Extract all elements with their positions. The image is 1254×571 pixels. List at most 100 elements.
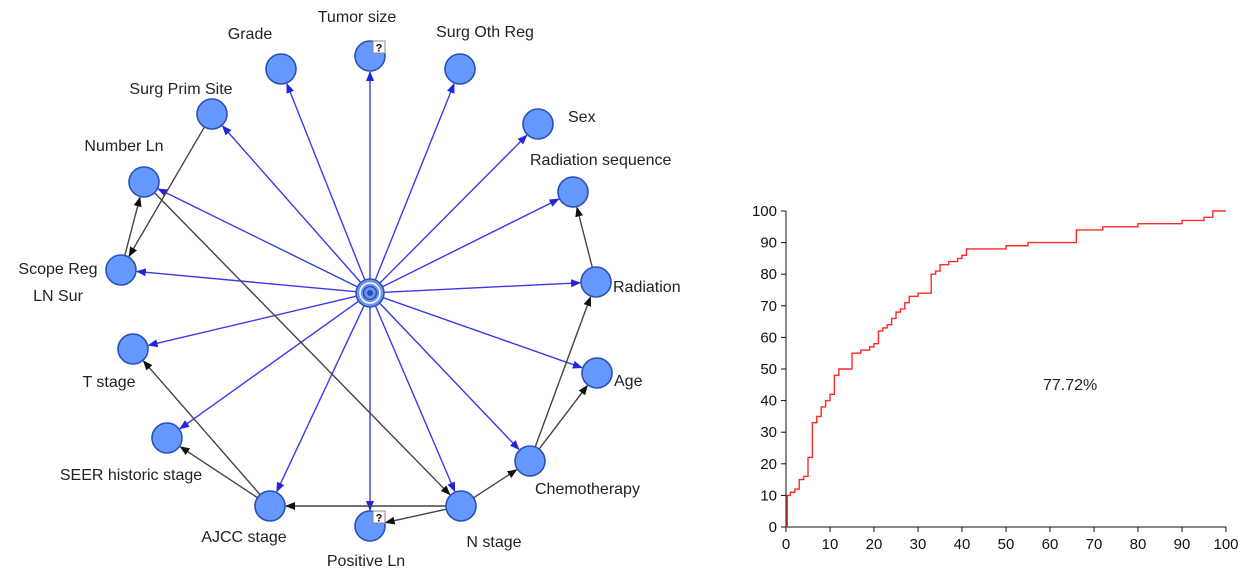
unknown-value-mark: ? bbox=[376, 513, 383, 525]
x-tick-label: 90 bbox=[1174, 536, 1191, 553]
edge-center-to-age bbox=[382, 296, 583, 369]
x-tick-label: 0 bbox=[782, 536, 790, 553]
y-tick-label: 30 bbox=[760, 424, 777, 441]
y-tick-label: 70 bbox=[760, 298, 777, 315]
node-circle[interactable] bbox=[522, 108, 554, 140]
y-tick-label: 0 bbox=[769, 519, 777, 536]
node-t-stage[interactable] bbox=[117, 333, 149, 365]
node-label-number-ln: Number Ln bbox=[84, 138, 163, 155]
edge-chemo-to-radiation bbox=[534, 296, 592, 448]
x-tick-label: 60 bbox=[1042, 536, 1059, 553]
node-circle[interactable] bbox=[254, 490, 286, 522]
node-circle[interactable] bbox=[445, 490, 477, 522]
edge-center-to-n-stage bbox=[374, 305, 456, 493]
node-label-ajcc: AJCC stage bbox=[201, 529, 286, 546]
edge-n-stage-to-chemo bbox=[473, 469, 518, 499]
unknown-value-icon: ? bbox=[372, 40, 386, 55]
node-surg-prim-site[interactable] bbox=[196, 98, 228, 130]
edge-center-to-scope-reg bbox=[135, 268, 357, 293]
node-label-tumor-size: Tumor size bbox=[318, 9, 397, 26]
node-circle[interactable] bbox=[581, 357, 613, 389]
node-label-sex: Sex bbox=[568, 109, 596, 126]
y-tick-label: 10 bbox=[760, 487, 777, 504]
x-tick-label: 80 bbox=[1130, 536, 1147, 553]
y-tick-label: 80 bbox=[760, 266, 777, 283]
edge-n-stage-to-positive-ln bbox=[384, 508, 447, 525]
y-tick-label: 90 bbox=[760, 235, 777, 252]
y-tick-label: 60 bbox=[760, 329, 777, 346]
node-circle[interactable] bbox=[580, 266, 612, 298]
node-label-radiation-sequence: Radiation sequence bbox=[530, 152, 672, 169]
node-seer[interactable] bbox=[151, 422, 183, 454]
node-label-seer: SEER historic stage bbox=[60, 467, 202, 484]
x-tick-label: 40 bbox=[954, 536, 971, 553]
x-tick-label: 30 bbox=[910, 536, 927, 553]
node-circle[interactable] bbox=[265, 53, 297, 85]
node-circle[interactable] bbox=[557, 176, 589, 208]
y-tick-label: 40 bbox=[760, 393, 777, 410]
edge-scope-reg-to-number-ln bbox=[124, 196, 142, 256]
auc-annotation: 77.72% bbox=[1043, 377, 1097, 394]
edge-center-to-ajcc bbox=[276, 305, 365, 493]
edge-center-to-seer bbox=[179, 300, 360, 430]
edge-center-to-radiation bbox=[383, 279, 582, 294]
bayesian-network-diagram: ?? Grade Tumor size Surg Oth Reg Surg Prim … bbox=[18, 9, 680, 570]
y-tick-label: 100 bbox=[752, 203, 777, 220]
x-tick-label: 100 bbox=[1213, 536, 1238, 553]
node-circle[interactable] bbox=[151, 422, 183, 454]
node-circle[interactable] bbox=[196, 98, 228, 130]
node-label-positive-ln: Positive Ln bbox=[327, 553, 405, 570]
node-label-grade: Grade bbox=[228, 26, 273, 43]
roc-curve-line bbox=[786, 210, 1226, 528]
node-ajcc[interactable] bbox=[254, 490, 286, 522]
chart-ticks: 0 10 20 30 40 50 60 70 80 90 100 0 10 20 30 40 50 60 70 80 9… bbox=[752, 203, 1239, 553]
node-label-t-stage: T stage bbox=[82, 374, 135, 391]
y-tick-label: 20 bbox=[760, 456, 777, 473]
node-sex[interactable] bbox=[522, 108, 554, 140]
node-label-n-stage: N stage bbox=[466, 534, 521, 551]
node-n-stage[interactable] bbox=[445, 490, 477, 522]
edge-center-to-grade bbox=[286, 82, 366, 281]
node-label-scope-reg: LN Sur bbox=[33, 288, 83, 305]
node-label-radiation: Radiation bbox=[613, 279, 681, 296]
node-circle[interactable] bbox=[117, 333, 149, 365]
network-nodes: ?? bbox=[105, 40, 613, 542]
node-tumor-size[interactable]: ? bbox=[354, 40, 386, 72]
edge-center-to-number-ln bbox=[157, 188, 358, 288]
network-edges bbox=[124, 71, 593, 525]
target-center-node[interactable] bbox=[355, 278, 385, 308]
edge-center-to-surg-oth-reg bbox=[374, 82, 455, 281]
edge-ajcc-to-t-stage bbox=[142, 360, 261, 496]
node-radiation[interactable] bbox=[580, 266, 612, 298]
unknown-value-icon: ? bbox=[372, 510, 386, 525]
node-radiation-sequence[interactable] bbox=[557, 176, 589, 208]
network-labels: Grade Tumor size Surg Oth Reg Surg Prim Sit… bbox=[18, 9, 680, 570]
y-tick-label: 50 bbox=[760, 361, 777, 378]
node-scope-reg[interactable] bbox=[105, 254, 137, 286]
node-positive-ln[interactable]: ? bbox=[354, 510, 386, 542]
edge-center-to-radiation-sequence bbox=[382, 198, 560, 288]
node-circle[interactable] bbox=[128, 166, 160, 198]
edge-surg-prim-site-to-scope-reg bbox=[128, 126, 206, 258]
unknown-value-mark: ? bbox=[376, 43, 383, 55]
node-chemo[interactable] bbox=[514, 445, 546, 477]
node-label-scope-reg: Scope Reg bbox=[18, 261, 97, 278]
x-tick-label: 10 bbox=[822, 536, 839, 553]
edge-center-to-chemo bbox=[379, 302, 520, 451]
node-age[interactable] bbox=[581, 357, 613, 389]
node-surg-oth-reg[interactable] bbox=[444, 53, 476, 85]
edge-ajcc-to-seer bbox=[179, 446, 258, 499]
edge-radiation-to-radiation-sequence bbox=[575, 206, 593, 268]
x-tick-label: 20 bbox=[866, 536, 883, 553]
edge-center-to-sex bbox=[379, 134, 528, 284]
node-number-ln[interactable] bbox=[128, 166, 160, 198]
node-grade[interactable] bbox=[265, 53, 297, 85]
node-circle[interactable] bbox=[444, 53, 476, 85]
edge-center-to-t-stage bbox=[147, 295, 357, 348]
node-circle[interactable] bbox=[105, 254, 137, 286]
node-label-surg-oth-reg: Surg Oth Reg bbox=[436, 24, 534, 41]
edge-chemo-to-age bbox=[538, 384, 588, 450]
node-circle[interactable] bbox=[514, 445, 546, 477]
x-tick-label: 70 bbox=[1086, 536, 1103, 553]
node-label-surg-prim-site: Surg Prim Site bbox=[129, 81, 232, 98]
